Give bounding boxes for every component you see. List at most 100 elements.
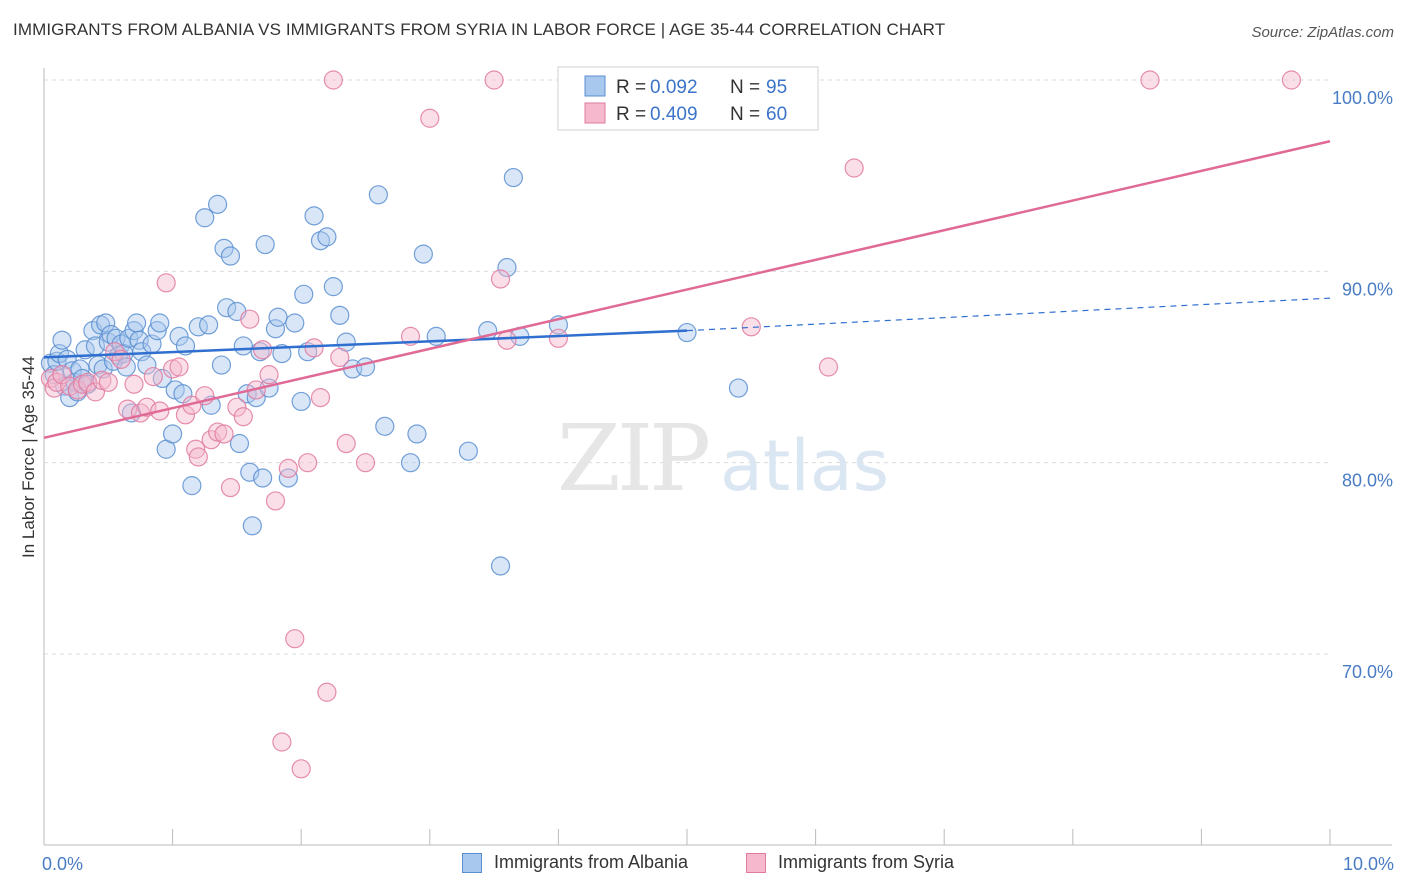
point-syria	[169, 357, 189, 377]
legend-top-r-value-albania: 0.092	[650, 77, 698, 98]
point-syria	[291, 759, 311, 779]
point-syria	[490, 269, 511, 289]
point-albania	[265, 319, 286, 339]
chart-source: Source: ZipAtlas.com	[1251, 24, 1394, 41]
legend-top-swatch-albania	[584, 75, 606, 97]
y-axis-label: In Labor Force | Age 35-44	[19, 356, 38, 558]
point-syria	[137, 397, 157, 417]
trend-line-syria	[43, 140, 1331, 440]
point-albania	[124, 321, 144, 341]
point-albania	[208, 194, 228, 214]
point-syria	[220, 477, 241, 498]
x-tick-label: 0.0%	[42, 854, 83, 874]
point-albania	[96, 313, 116, 333]
point-albania	[182, 476, 202, 496]
point-albania	[60, 388, 80, 408]
point-albania	[503, 167, 523, 188]
trend-line-albania-extension	[686, 297, 1331, 332]
point-syria	[420, 108, 440, 128]
point-syria	[98, 372, 118, 392]
gridlines	[44, 79, 1330, 655]
point-syria	[124, 374, 144, 394]
point-syria	[336, 433, 356, 454]
point-syria	[323, 70, 343, 90]
point-syria	[317, 682, 337, 702]
y-tick-label: 80.0%	[1342, 471, 1393, 491]
point-albania	[137, 355, 157, 375]
point-albania	[330, 305, 350, 325]
point-albania	[217, 298, 237, 318]
legend-top-r-label-albania: R =	[616, 77, 651, 98]
point-syria	[240, 309, 260, 329]
legend-bottom: Immigrants from Albania Immigrants from …	[0, 852, 1406, 878]
legend-top: R = 0.092 N = 95 R = 0.409 N = 60	[557, 66, 819, 131]
point-albania	[229, 433, 250, 454]
point-syria	[304, 338, 324, 358]
y-tick-label: 90.0%	[1342, 279, 1393, 299]
legend-top-n-value-albania: 95	[766, 77, 787, 98]
point-syria	[844, 158, 864, 178]
point-syria	[330, 347, 350, 368]
point-syria	[484, 70, 504, 90]
series-albania-points	[40, 167, 749, 576]
x-ticks	[172, 829, 1331, 845]
point-albania	[458, 441, 478, 461]
x-tick-label: 10.0%	[1343, 854, 1394, 874]
legend-top-swatch-syria	[584, 102, 606, 124]
point-albania	[497, 257, 517, 278]
point-syria	[278, 458, 298, 479]
point-syria	[259, 365, 279, 385]
point-albania	[163, 424, 183, 444]
point-albania	[147, 321, 167, 341]
point-syria	[355, 453, 376, 473]
point-albania	[199, 315, 219, 335]
trend-line-albania	[43, 329, 688, 359]
point-albania	[407, 424, 427, 444]
point-albania	[52, 330, 72, 350]
legend-label-albania: Immigrants from Albania	[494, 852, 689, 872]
point-albania	[375, 416, 395, 436]
point-syria	[1140, 70, 1160, 90]
point-albania	[57, 349, 77, 369]
point-albania	[426, 326, 446, 346]
point-syria	[310, 388, 331, 408]
point-albania	[272, 344, 292, 364]
point-albania	[490, 556, 511, 576]
point-albania	[129, 330, 149, 350]
point-syria	[52, 365, 72, 385]
legend-swatch-albania	[462, 852, 482, 873]
legend-top-r-label-syria: R =	[616, 104, 651, 125]
point-albania	[233, 336, 253, 356]
point-albania	[220, 246, 241, 266]
point-syria	[548, 328, 569, 348]
point-albania	[150, 313, 170, 333]
watermark: ZIP atlas	[557, 405, 889, 512]
point-syria	[233, 407, 253, 427]
point-albania	[214, 238, 234, 258]
series-syria-points	[40, 70, 1302, 779]
point-albania	[253, 468, 273, 488]
point-syria	[741, 317, 761, 337]
legend-top-r-value-syria: 0.409	[650, 104, 698, 125]
point-albania	[169, 326, 189, 346]
point-syria	[298, 453, 318, 473]
point-albania	[304, 206, 324, 226]
point-albania	[195, 208, 215, 228]
point-syria	[1281, 70, 1302, 90]
point-albania	[323, 277, 343, 297]
point-albania	[62, 361, 82, 381]
watermark-zip: ZIP	[557, 405, 708, 512]
point-albania	[677, 322, 697, 343]
point-syria	[497, 330, 517, 350]
point-syria	[227, 397, 247, 417]
point-albania	[368, 185, 388, 205]
point-syria	[272, 732, 292, 752]
point-albania	[294, 284, 314, 304]
point-albania	[75, 340, 95, 360]
point-albania	[242, 516, 262, 536]
point-albania	[413, 244, 433, 264]
point-albania	[285, 313, 305, 333]
point-syria	[156, 273, 176, 293]
y-tick-label: 100.0%	[1332, 88, 1393, 108]
